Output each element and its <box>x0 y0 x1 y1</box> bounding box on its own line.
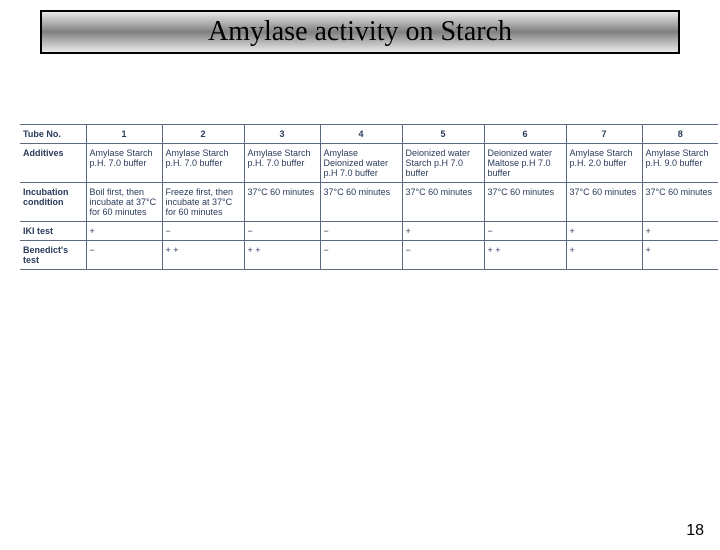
col-header: 5 <box>402 125 484 144</box>
cell-benedict: + <box>642 241 718 270</box>
cell-benedict: + + <box>244 241 320 270</box>
cell-additives: Amylase Starch p.H. 2.0 buffer <box>566 144 642 183</box>
cell-incubation: 37°C 60 minutes <box>484 183 566 222</box>
row-label-iki: IKI test <box>20 222 86 241</box>
cell-benedict: − <box>320 241 402 270</box>
cell-benedict: − <box>86 241 162 270</box>
cell-benedict: + + <box>484 241 566 270</box>
cell-iki: − <box>244 222 320 241</box>
cell-iki: − <box>320 222 402 241</box>
cell-additives: Deionized water Starch p.H 7.0 buffer <box>402 144 484 183</box>
table-row: Benedict's test − + + + + − − + + + + <box>20 241 718 270</box>
row-label-incubation: Incubation condition <box>20 183 86 222</box>
cell-incubation: 37°C 60 minutes <box>566 183 642 222</box>
cell-iki: + <box>566 222 642 241</box>
cell-additives: Amylase Starch p.H. 7.0 buffer <box>86 144 162 183</box>
title-banner: Amylase activity on Starch <box>40 10 680 54</box>
cell-incubation: Boil first, then incubate at 37°C for 60… <box>86 183 162 222</box>
cell-incubation: 37°C 60 minutes <box>402 183 484 222</box>
cell-incubation: 37°C 60 minutes <box>244 183 320 222</box>
cell-additives: Amylase Deionized water p.H 7.0 buffer <box>320 144 402 183</box>
cell-iki: + <box>402 222 484 241</box>
col-header: 7 <box>566 125 642 144</box>
cell-additives: Deionized water Maltose p.H 7.0 buffer <box>484 144 566 183</box>
cell-incubation: Freeze first, then incubate at 37°C for … <box>162 183 244 222</box>
cell-additives: Amylase Starch p.H. 9.0 buffer <box>642 144 718 183</box>
cell-benedict: + <box>566 241 642 270</box>
experiment-table: Tube No. 1 2 3 4 5 6 7 8 Additives Amyla… <box>20 124 718 270</box>
col-header: 3 <box>244 125 320 144</box>
experiment-table-region: Tube No. 1 2 3 4 5 6 7 8 Additives Amyla… <box>20 124 700 270</box>
col-header: 2 <box>162 125 244 144</box>
page-number: 18 <box>686 522 704 540</box>
col-header: 8 <box>642 125 718 144</box>
page-title: Amylase activity on Starch <box>208 16 512 47</box>
row-label-tube: Tube No. <box>20 125 86 144</box>
cell-iki: + <box>642 222 718 241</box>
table-row: Incubation condition Boil first, then in… <box>20 183 718 222</box>
table-row: IKI test + − − − + − + + <box>20 222 718 241</box>
cell-iki: − <box>484 222 566 241</box>
cell-iki: − <box>162 222 244 241</box>
col-header: 4 <box>320 125 402 144</box>
cell-iki: + <box>86 222 162 241</box>
row-label-additives: Additives <box>20 144 86 183</box>
col-header: 6 <box>484 125 566 144</box>
cell-benedict: + + <box>162 241 244 270</box>
col-header: 1 <box>86 125 162 144</box>
cell-incubation: 37°C 60 minutes <box>642 183 718 222</box>
cell-additives: Amylase Starch p.H. 7.0 buffer <box>162 144 244 183</box>
table-row: Additives Amylase Starch p.H. 7.0 buffer… <box>20 144 718 183</box>
row-label-benedict: Benedict's test <box>20 241 86 270</box>
cell-incubation: 37°C 60 minutes <box>320 183 402 222</box>
table-header-row: Tube No. 1 2 3 4 5 6 7 8 <box>20 125 718 144</box>
cell-benedict: − <box>402 241 484 270</box>
cell-additives: Amylase Starch p.H. 7.0 buffer <box>244 144 320 183</box>
